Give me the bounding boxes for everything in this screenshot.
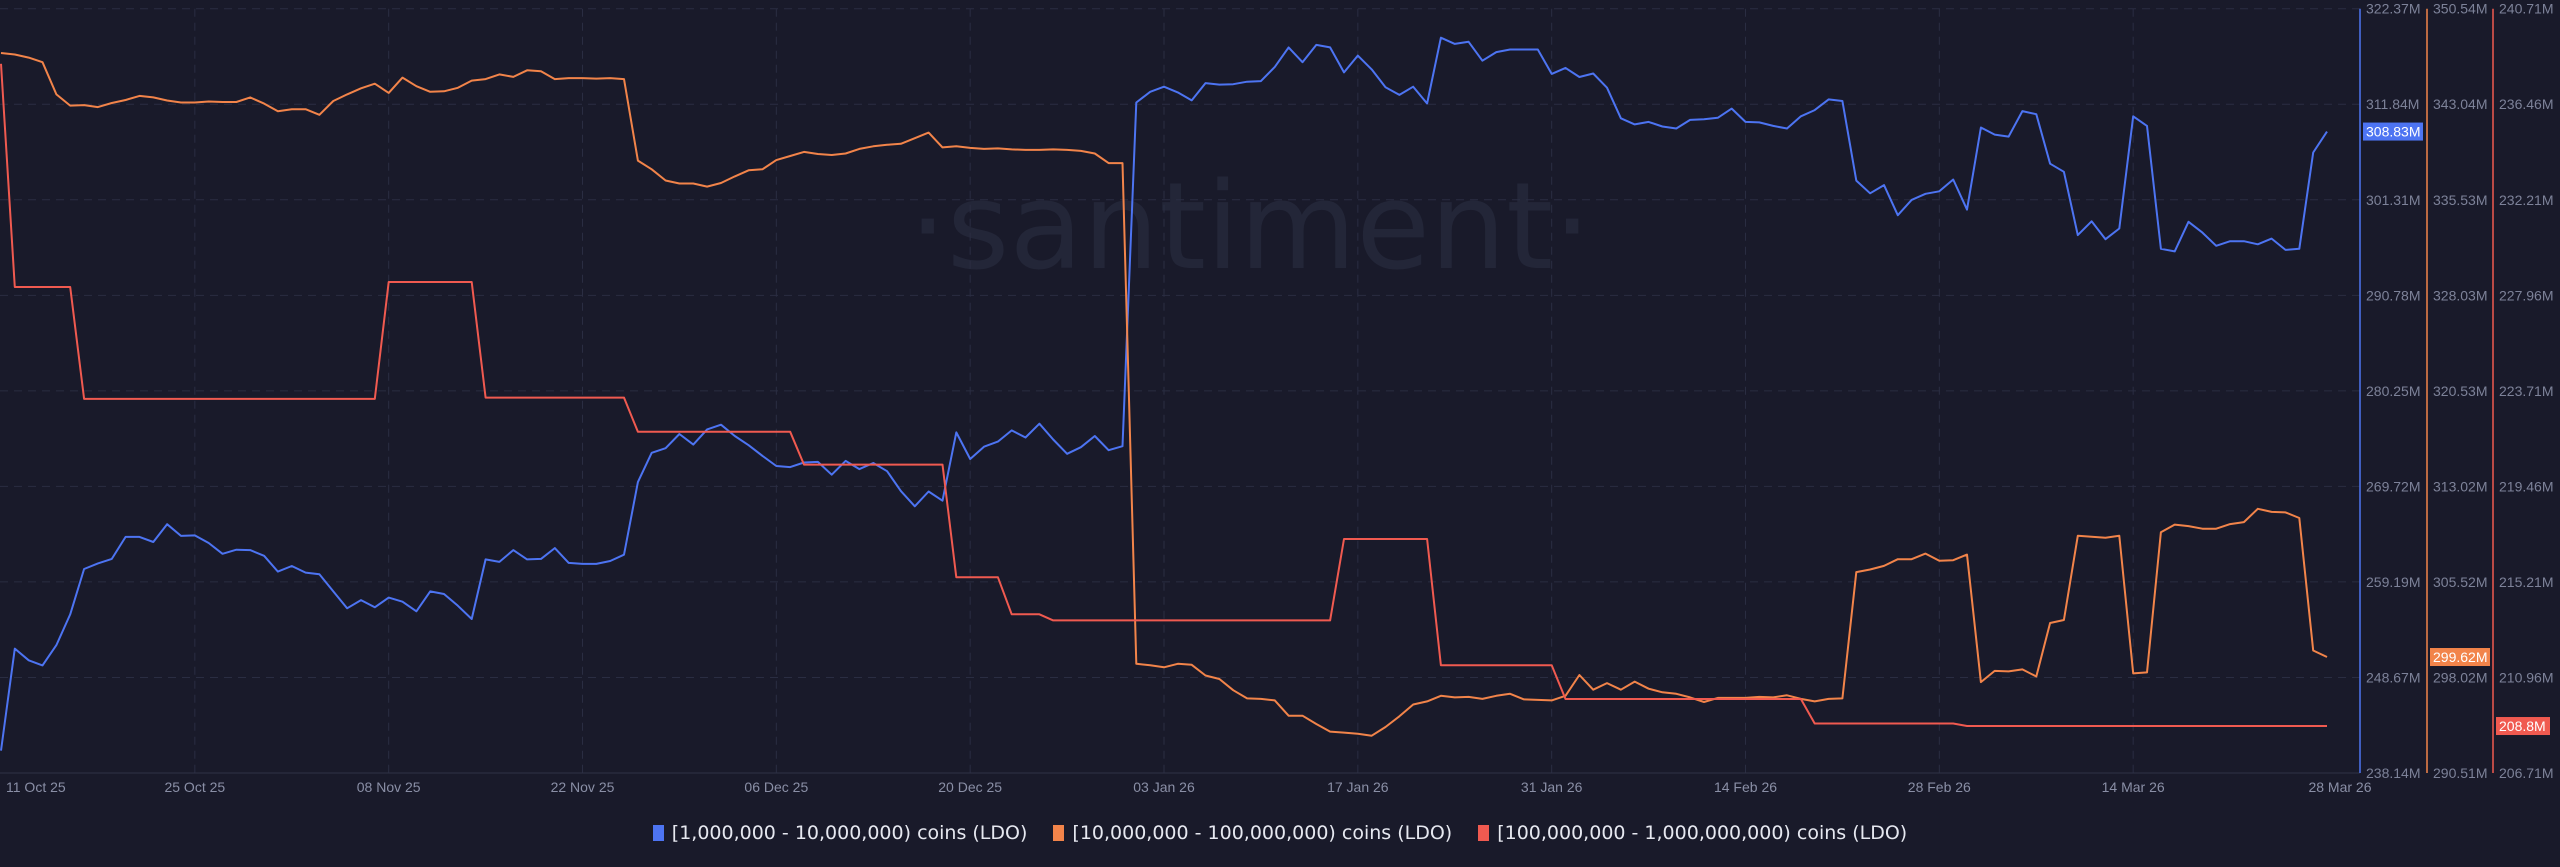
last-value-tag [2496,717,2550,736]
y-tick-label: 236.46M [2499,96,2553,112]
y-tick-label: 305.52M [2433,574,2487,590]
x-tick-label: 22 Nov 25 [551,779,615,795]
series-line-1 [0,36,2328,751]
y-tick-label: 240.71M [2499,1,2553,17]
value-tags: 308.83M 299.62M 208.8M [2363,122,2550,736]
legend-swatch [1478,825,1490,841]
y-tick-label: 227.96M [2499,287,2553,303]
y-tick-label: 335.53M [2433,192,2487,208]
x-tick-label: 31 Jan 26 [1521,779,1583,795]
y-tick-label: 215.21M [2499,574,2553,590]
last-value-tag [2363,122,2423,141]
x-tick-label: 14 Mar 26 [2102,779,2165,795]
last-value-label: 299.62M [2433,649,2487,665]
y-tick-label: 206.71M [2499,765,2553,781]
y-tick-label: 290.78M [2366,287,2420,303]
y-tick-label: 238.14M [2366,765,2420,781]
y-tick-label: 269.72M [2366,478,2420,494]
y-tick-label: 280.25M [2366,383,2420,399]
x-tick-label: 17 Jan 26 [1327,779,1389,795]
x-tick-label: 28 Mar 26 [2308,779,2371,795]
y-tick-label: 301.31M [2366,192,2420,208]
legend-label: [10,000,000 - 100,000,000) coins (LDO) [1072,822,1453,844]
series-line-2 [0,52,2328,737]
legend-item-series-2[interactable]: [10,000,000 - 100,000,000) coins (LDO) [1053,822,1452,844]
legend-item-series-1[interactable]: [1,000,000 - 10,000,000) coins (LDO) [652,822,1028,844]
y-tick-label: 328.03M [2433,287,2487,303]
x-tick-label: 25 Oct 25 [164,779,225,795]
watermark: ·santiment· [909,158,1592,297]
chart: ·santiment· 11 Oct 25 25 Oct 25 08 Nov 25 2… [0,1,2553,795]
x-tick-label: 14 Feb 26 [1714,779,1777,795]
y-tick-label: 320.53M [2433,383,2487,399]
y-tick-label: 232.21M [2499,192,2553,208]
legend: [1,000,000 - 10,000,000) coins (LDO) [10… [0,822,2560,844]
y-tick-label: 313.02M [2433,478,2487,494]
legend-item-series-3[interactable]: [100,000,000 - 1,000,000,000) coins (LDO… [1478,822,1907,844]
grid [0,8,2360,774]
y-tick-label: 311.84M [2366,96,2419,112]
y-tick-label: 259.19M [2366,574,2420,590]
y-tick-label: 350.54M [2433,1,2487,17]
legend-swatch [1053,825,1065,841]
y-tick-label: 343.04M [2433,96,2487,112]
series-line-3 [0,63,2327,727]
last-value-label: 308.83M [2366,124,2420,140]
legend-label: [100,000,000 - 1,000,000,000) coins (LDO… [1497,822,1908,844]
x-tick-label: 03 Jan 26 [1133,779,1195,795]
x-tick-label: 20 Dec 25 [938,779,1002,795]
x-tick-label: 11 Oct 25 [6,779,66,795]
axes: 11 Oct 25 25 Oct 25 08 Nov 25 22 Nov 25 06 D… [0,1,2553,795]
x-tick-label: 08 Nov 25 [357,779,421,795]
y-tick-label: 322.37M [2366,1,2420,17]
last-value-tag [2430,648,2490,667]
series-lines [0,36,2328,751]
x-tick-label: 28 Feb 26 [1908,779,1971,795]
legend-label: [1,000,000 - 10,000,000) coins (LDO) [671,822,1028,844]
y-tick-label: 210.96M [2499,669,2553,685]
y-tick-label: 219.46M [2499,478,2553,494]
y-tick-label: 248.67M [2366,669,2420,685]
x-tick-label: 06 Dec 25 [744,779,808,795]
last-value-label: 208.8M [2499,718,2546,734]
y-tick-label: 223.71M [2499,383,2553,399]
y-tick-label: 290.51M [2433,765,2487,781]
legend-swatch [652,825,664,841]
y-tick-label: 298.02M [2433,669,2487,685]
